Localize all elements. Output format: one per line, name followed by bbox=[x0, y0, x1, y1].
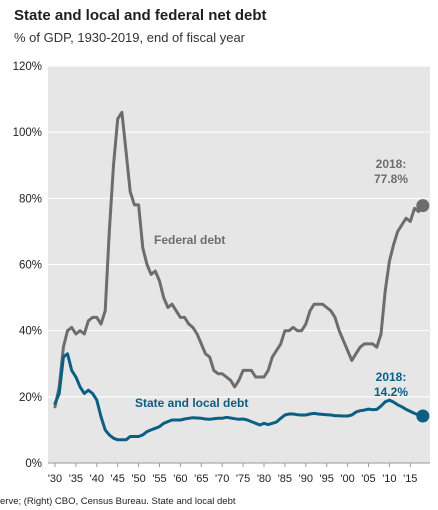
end-markers bbox=[416, 199, 430, 423]
x-tick-label: '80 bbox=[257, 473, 271, 485]
annotation-state-line1: 2018: bbox=[376, 370, 407, 384]
x-tick-label: '30 bbox=[48, 473, 62, 485]
y-tick-label: 80% bbox=[19, 193, 42, 205]
annotation-federal-line2: 77.8% bbox=[374, 172, 408, 186]
annotation-state-line2: 14.2% bbox=[374, 385, 408, 399]
x-tick-label: '10 bbox=[382, 473, 396, 485]
x-tick-label: '60 bbox=[173, 473, 187, 485]
x-tick-label: '65 bbox=[194, 473, 208, 485]
chart-title: State and local and federal net debt bbox=[14, 7, 267, 24]
series-line-state-and-local-debt bbox=[53, 352, 425, 442]
x-tick-label: '95 bbox=[320, 473, 334, 485]
x-tick-label: '50 bbox=[131, 473, 145, 485]
grid-lines bbox=[48, 65, 430, 464]
series-label-federal-debt: Federal debt bbox=[154, 233, 225, 247]
x-tick-label: '90 bbox=[299, 473, 313, 485]
x-tick-label: '00 bbox=[340, 473, 354, 485]
x-tick-label: '40 bbox=[90, 473, 104, 485]
y-tick-label: 40% bbox=[19, 326, 42, 338]
end-marker-federal-debt bbox=[416, 199, 430, 213]
x-tick-label: '35 bbox=[69, 473, 83, 485]
y-tick-label: 100% bbox=[13, 127, 42, 139]
y-tick-label: 20% bbox=[19, 392, 42, 404]
footnote: erve; (Right) CBO, Census Bureau. State … bbox=[0, 496, 236, 507]
x-axis-ticks: '30 '35 '40 '45 '50 '55 '60 '65 '70 '75 '80 '85 '90 '… bbox=[48, 463, 417, 485]
x-tick-label: '75 bbox=[236, 473, 250, 485]
x-tick-label: '45 bbox=[111, 473, 125, 485]
chart-subtitle: % of GDP, 1930-2019, end of fiscal year bbox=[14, 30, 246, 45]
x-tick-label: '55 bbox=[152, 473, 166, 485]
line-chart: 0% 20% 40% 60% 80% 100% 120% '30 '35 '40 '45 '50 '5… bbox=[13, 61, 430, 485]
end-marker-state-and-local-debt bbox=[416, 409, 430, 423]
series-label-state-local-debt: State and local debt bbox=[135, 396, 248, 410]
y-tick-label: 120% bbox=[13, 61, 42, 73]
y-tick-label: 0% bbox=[25, 458, 42, 470]
series-lines bbox=[53, 110, 425, 442]
x-tick-label: '05 bbox=[361, 473, 375, 485]
x-tick-label: '70 bbox=[215, 473, 229, 485]
series-line-federal-debt bbox=[53, 110, 425, 409]
annotation-federal-line1: 2018: bbox=[376, 157, 407, 171]
y-tick-label: 60% bbox=[19, 260, 42, 272]
x-tick-label: '85 bbox=[278, 473, 292, 485]
x-tick-label: '15 bbox=[403, 473, 417, 485]
y-axis-ticks: 0% 20% 40% 60% 80% 100% 120% bbox=[13, 61, 42, 470]
